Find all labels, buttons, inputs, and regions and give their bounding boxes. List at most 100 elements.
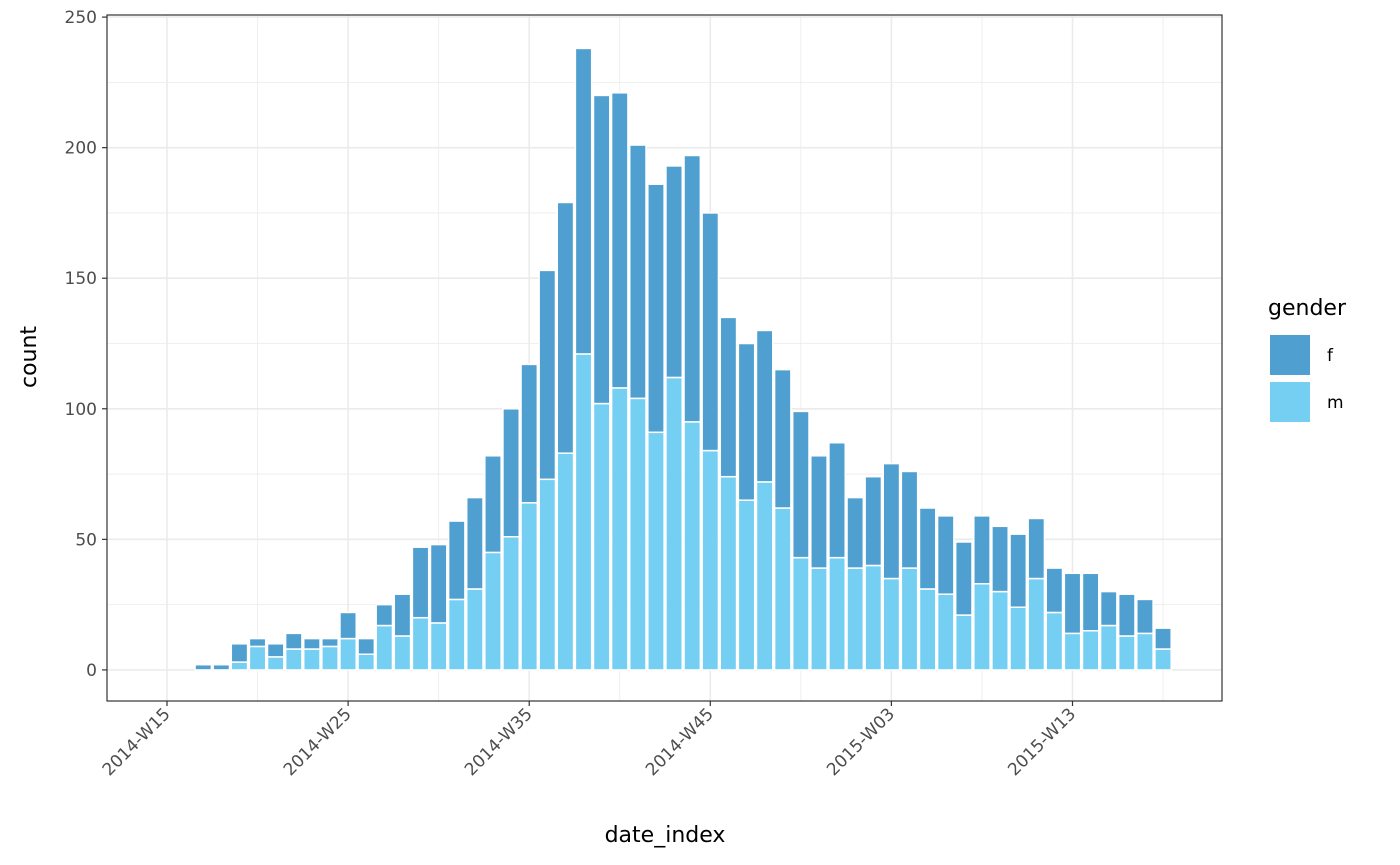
bar	[1099, 590, 1118, 627]
y-tick-label: 200	[65, 139, 97, 159]
y-tick-label: 250	[65, 8, 97, 28]
bar	[701, 212, 720, 452]
bar	[1027, 517, 1046, 580]
bar	[484, 551, 502, 671]
bar	[538, 269, 557, 481]
bar	[465, 588, 484, 671]
bar	[828, 441, 846, 559]
bar	[755, 481, 774, 671]
y-tick-label: 150	[65, 269, 97, 289]
bar	[1009, 606, 1028, 671]
bar	[737, 342, 756, 501]
y-axis-title: count	[17, 326, 42, 388]
legend-key	[1270, 335, 1310, 375]
bar	[900, 567, 919, 671]
bar	[321, 637, 339, 648]
bar	[284, 648, 303, 671]
bar	[393, 593, 412, 637]
x-tick-label: 2014-W15	[99, 704, 175, 780]
bar	[918, 507, 937, 590]
bar	[719, 475, 738, 671]
bar	[665, 165, 683, 379]
bar	[411, 546, 430, 619]
bar	[791, 556, 810, 671]
bar	[592, 94, 611, 405]
bar	[773, 507, 792, 671]
bar	[1045, 567, 1064, 614]
bar	[574, 353, 593, 671]
bar	[230, 661, 249, 671]
bar	[556, 452, 575, 671]
bar	[429, 543, 448, 624]
x-tick-label: 2015-W13	[1004, 704, 1080, 780]
bar	[991, 590, 1009, 671]
legend-key	[1270, 382, 1310, 422]
bar	[737, 499, 756, 671]
bar	[1099, 624, 1118, 671]
bar	[882, 462, 901, 580]
bar	[755, 329, 774, 483]
bar	[1136, 598, 1154, 635]
x-tick-label: 2014-W25	[280, 704, 356, 780]
bar	[465, 496, 484, 590]
bar	[1136, 632, 1154, 671]
bar	[773, 368, 792, 509]
bar	[520, 502, 539, 671]
bar	[393, 635, 412, 671]
legend-label: m	[1327, 393, 1344, 413]
bar	[628, 397, 647, 671]
bar	[592, 402, 611, 671]
bar	[991, 525, 1009, 593]
bar	[900, 470, 919, 569]
y-tick-label: 50	[75, 530, 97, 550]
bar	[1154, 627, 1172, 650]
bar	[647, 431, 665, 671]
bar	[447, 598, 466, 671]
legend-title: gender	[1268, 296, 1347, 321]
bar	[357, 653, 376, 671]
bar	[683, 154, 702, 423]
bar	[665, 376, 683, 671]
bar	[502, 535, 520, 671]
bar	[1081, 572, 1100, 632]
bar	[302, 637, 321, 650]
bar	[1045, 611, 1064, 671]
bar	[284, 632, 303, 650]
y-tick-label: 0	[86, 661, 97, 681]
bar	[683, 421, 702, 671]
bar	[846, 567, 865, 671]
bar	[556, 201, 575, 454]
bar	[810, 567, 828, 671]
bar	[484, 455, 502, 554]
bar	[719, 316, 738, 478]
bar	[194, 663, 213, 671]
bar	[1154, 648, 1172, 671]
bar	[828, 556, 846, 671]
bar	[302, 648, 321, 671]
bar	[647, 183, 665, 434]
bar	[864, 475, 883, 567]
bar	[628, 144, 647, 400]
bar	[610, 387, 629, 671]
bar	[864, 564, 883, 671]
bar	[502, 408, 520, 538]
bar	[1117, 635, 1136, 671]
bar	[339, 611, 358, 640]
bar	[954, 614, 973, 671]
bar	[411, 616, 430, 671]
bar	[1117, 593, 1136, 637]
bar	[1027, 577, 1046, 671]
bar	[248, 645, 267, 671]
bar	[429, 622, 448, 671]
bar	[266, 656, 285, 671]
bar	[918, 588, 937, 671]
x-tick-label: 2015-W03	[823, 704, 899, 780]
bar	[248, 637, 267, 648]
bar	[574, 47, 593, 355]
bar	[1009, 533, 1028, 609]
bar	[610, 92, 629, 389]
bar	[266, 643, 285, 658]
bar	[321, 645, 339, 671]
bar	[538, 478, 557, 671]
bar	[810, 455, 828, 569]
